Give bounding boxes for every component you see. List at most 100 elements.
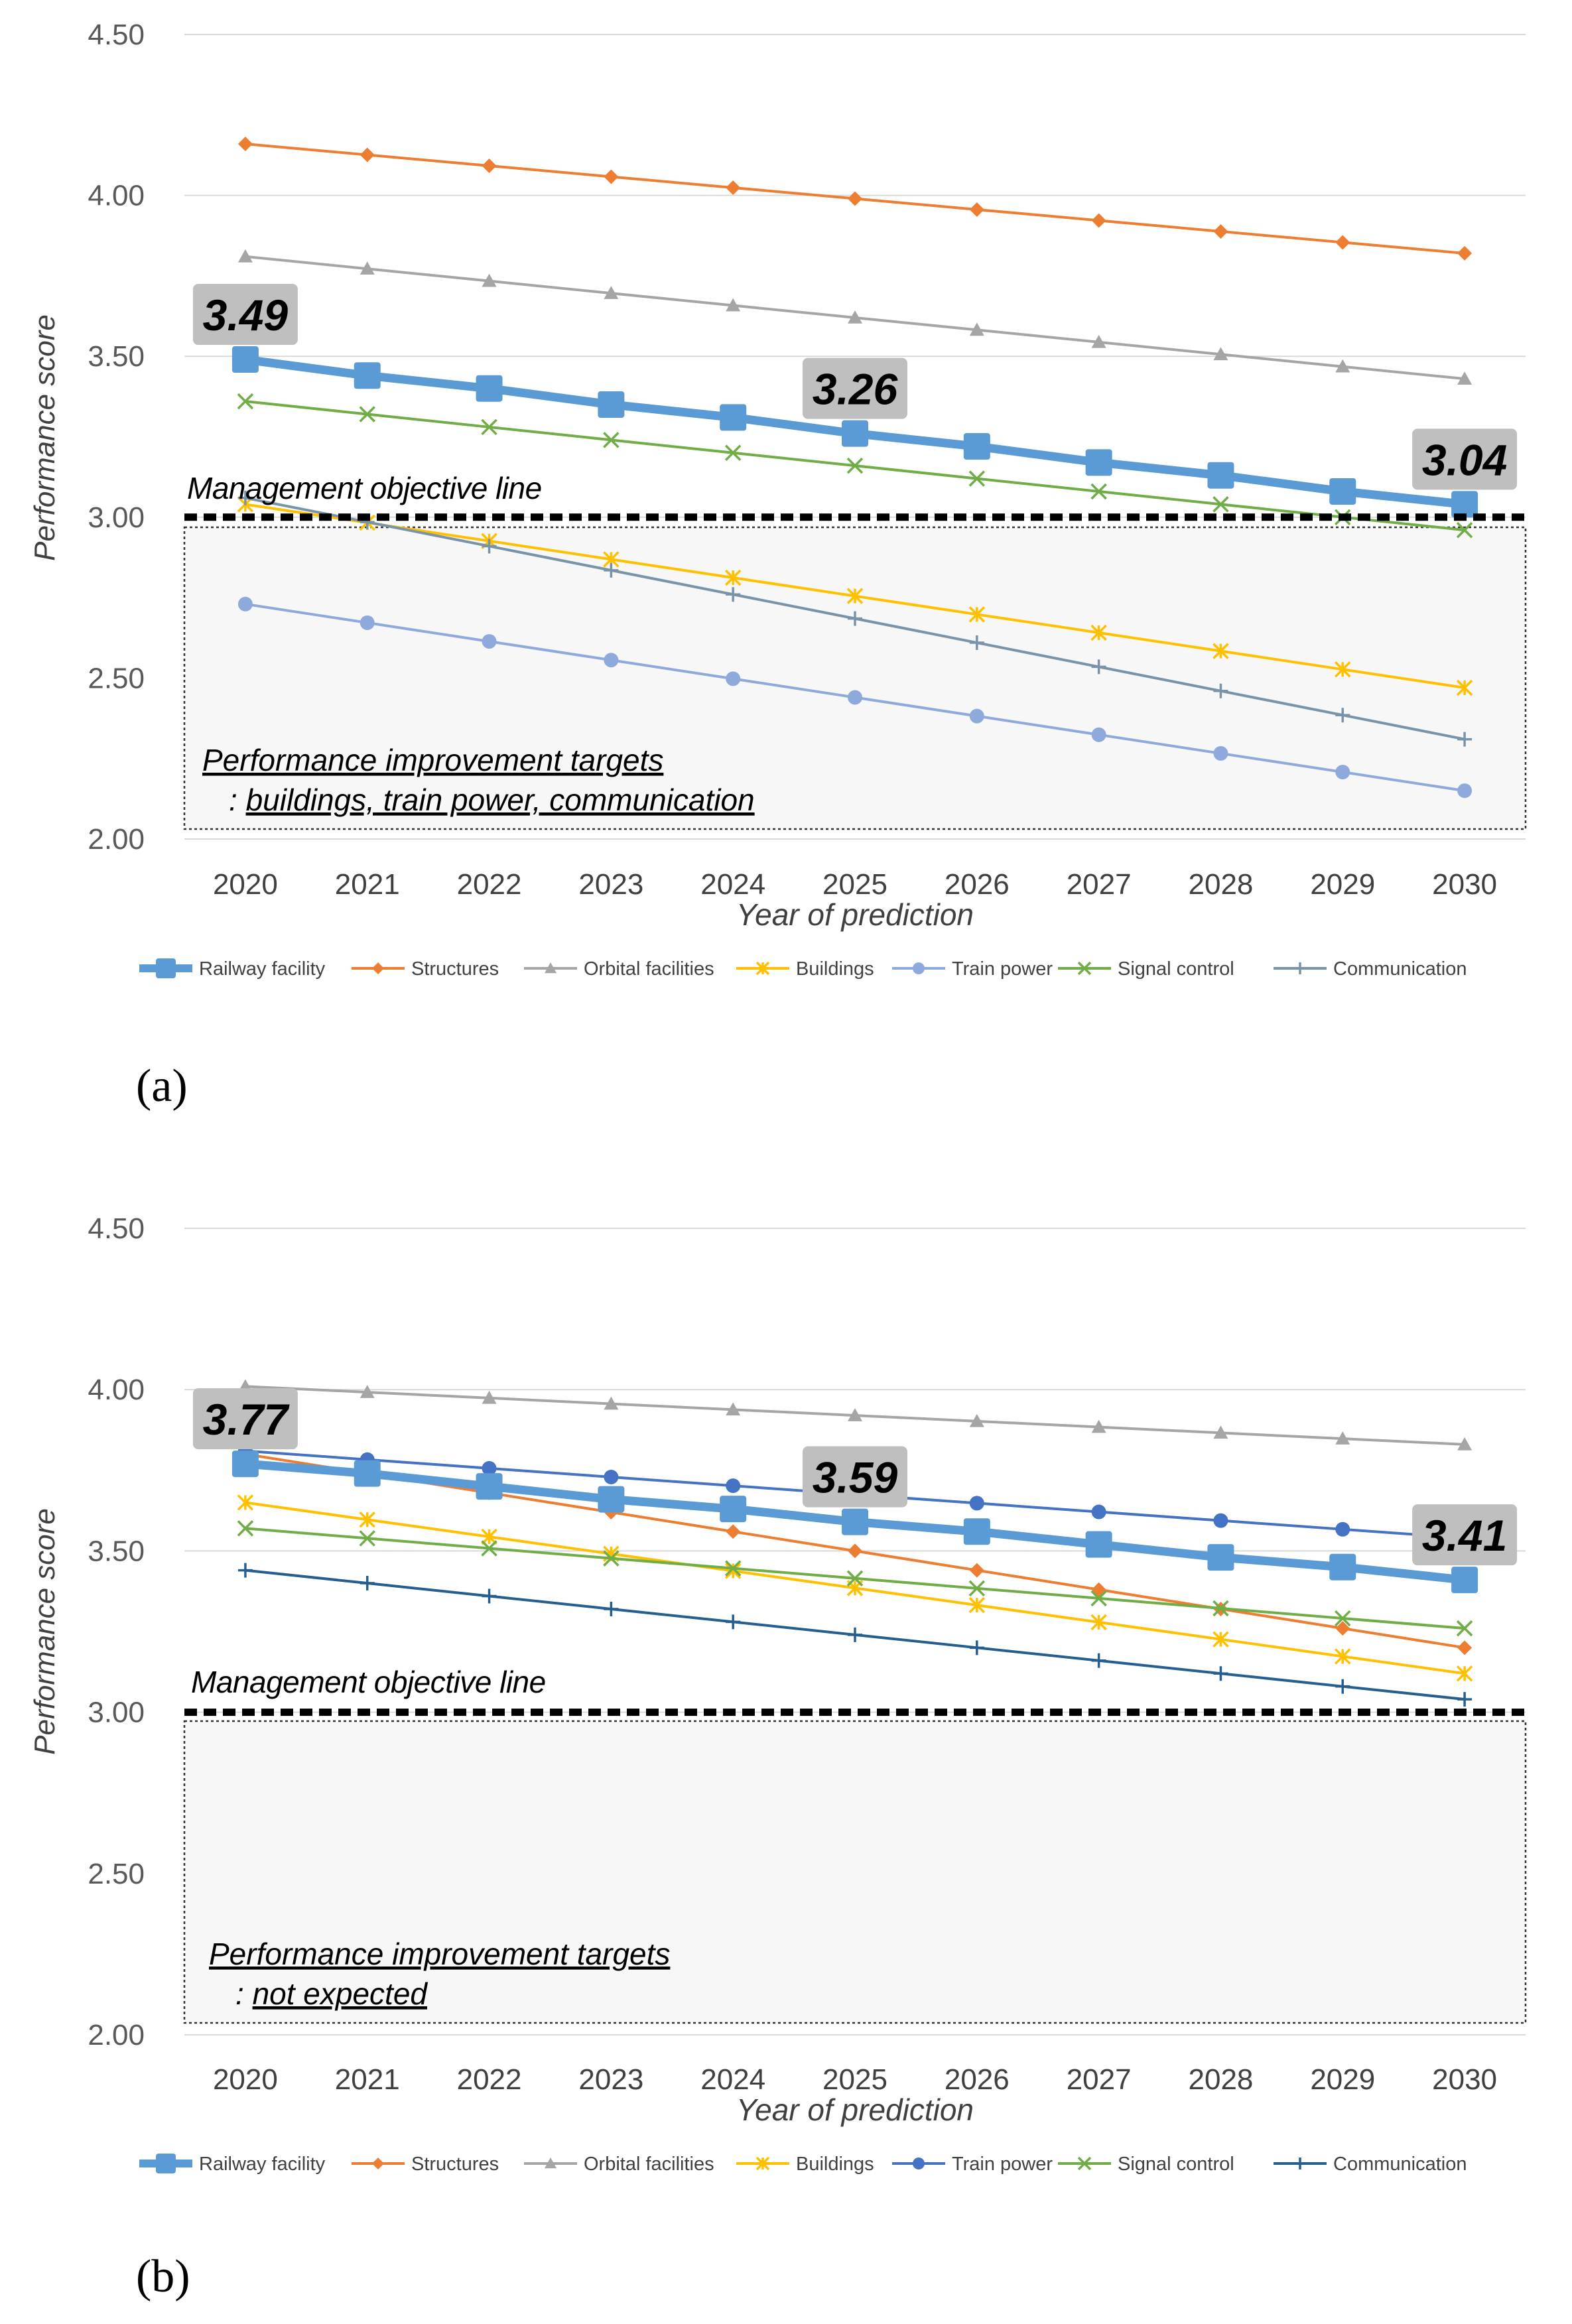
y-tick-label: 4.00 <box>88 180 145 212</box>
legend-swatch-marker <box>913 2158 925 2169</box>
series-railway <box>231 346 1478 518</box>
data-point-buildings <box>1456 679 1473 696</box>
data-point-railway <box>1207 462 1234 489</box>
data-point-communication <box>360 1576 375 1591</box>
legend-item-signal: Signal control <box>1058 2154 1234 2175</box>
series-orbital <box>237 1379 1473 1451</box>
data-point-railway <box>1085 449 1112 476</box>
data-point-structures <box>604 169 619 184</box>
data-point-orbital <box>237 249 253 263</box>
target-detail-prefix: : <box>235 1976 253 2011</box>
data-point-train_power <box>360 615 375 630</box>
callout-box <box>803 1446 907 1508</box>
data-point-train_power <box>1335 1521 1350 1537</box>
data-point-railway <box>842 420 868 447</box>
data-point-buildings <box>968 606 986 623</box>
data-point-train_power <box>482 634 497 649</box>
y-tick-label: 4.50 <box>88 19 145 51</box>
legend-item-structures: Structures <box>352 958 499 980</box>
callout-box <box>1412 1504 1518 1566</box>
legend-swatch-marker <box>545 962 557 974</box>
callout-box <box>192 1388 298 1450</box>
data-point-railway <box>598 1486 625 1513</box>
data-point-signal <box>603 1550 620 1567</box>
series-communication <box>237 490 1473 747</box>
data-point-railway <box>720 404 747 431</box>
data-point-communication <box>1335 708 1350 723</box>
legend-swatch-marker <box>755 2156 770 2171</box>
y-tick-label: 2.00 <box>88 823 145 856</box>
panel-label-b: (b) <box>136 2251 190 2302</box>
x-tick-label: 2020 <box>213 868 278 901</box>
legend-item-communication: Communication <box>1274 958 1467 980</box>
legend-item-buildings: Buildings <box>736 2154 874 2175</box>
target-title: Performance improvement targets <box>202 743 663 777</box>
data-point-signal <box>968 470 986 487</box>
data-point-buildings <box>1335 661 1351 678</box>
data-point-signal <box>1456 1620 1473 1637</box>
data-point-structures <box>1213 224 1228 239</box>
data-point-train_power <box>482 1460 497 1476</box>
data-point-orbital <box>1091 334 1106 348</box>
x-tick-label: 2028 <box>1189 2063 1254 2096</box>
series-train_power <box>237 596 1473 799</box>
data-point-orbital <box>969 1413 984 1427</box>
data-point-communication <box>604 1601 619 1616</box>
legend-label: Train power <box>952 958 1053 980</box>
legend-label: Signal control <box>1118 958 1234 980</box>
data-point-train_power <box>969 708 984 724</box>
panel-label-a: (a) <box>136 1061 188 1112</box>
callout-value: 3.41 <box>1422 1511 1507 1560</box>
legend-label: Communication <box>1333 958 1467 980</box>
data-point-structures <box>969 202 984 217</box>
data-point-railway <box>963 1518 990 1545</box>
data-point-communication <box>1457 1692 1473 1707</box>
data-point-communication <box>1335 1679 1350 1694</box>
chart-b: 2.00 2.50 3.00 3.50 4.00 4.50 2020 2021 2022 2023… <box>29 1212 1527 2175</box>
data-point-signal <box>1212 1600 1229 1617</box>
callout-value: 3.26 <box>813 365 899 414</box>
legend-label: Train power <box>952 2154 1053 2175</box>
data-point-railway <box>1329 1553 1356 1581</box>
target-title: Performance improvement targets <box>209 1937 670 1971</box>
callout-box <box>803 357 907 419</box>
data-point-train_power <box>237 596 253 612</box>
data-point-railway <box>354 362 381 389</box>
data-point-train_power <box>1213 1513 1228 1528</box>
legend-swatch-marker <box>1294 2158 1306 2169</box>
y-tick-label: 3.00 <box>88 501 145 534</box>
data-point-structures <box>1091 213 1106 228</box>
x-tick-label: 2027 <box>1067 2063 1132 2096</box>
data-point-railway <box>231 346 259 373</box>
data-point-signal <box>237 393 254 410</box>
y-tick-label: 2.50 <box>88 1858 145 1890</box>
data-point-orbital <box>1091 1419 1106 1433</box>
y-tick-label: 2.00 <box>88 2019 145 2051</box>
data-point-communication <box>1091 659 1106 675</box>
data-point-communication <box>1213 1666 1228 1681</box>
callout-box <box>1412 428 1518 490</box>
target-detail-text: not expected <box>253 1976 428 2011</box>
data-point-structures <box>848 191 862 206</box>
data-point-orbital <box>360 261 375 275</box>
data-point-structures <box>1335 235 1350 250</box>
data-point-communication <box>726 587 741 602</box>
data-point-orbital <box>1213 1425 1228 1439</box>
data-point-communication <box>1091 1653 1106 1668</box>
data-point-orbital <box>726 298 741 312</box>
legend-swatch-marker <box>156 2154 176 2173</box>
data-point-buildings <box>359 1511 375 1528</box>
x-tick-label: 2026 <box>945 868 1010 901</box>
data-point-train_power <box>1213 745 1228 761</box>
target-detail-text: buildings, train power, communication <box>246 783 755 817</box>
data-point-train_power <box>726 671 741 686</box>
y-tick-label: 4.00 <box>88 1374 145 1406</box>
target-detail: : not expected <box>235 1976 428 2011</box>
data-point-communication <box>848 1627 862 1642</box>
legend-label: Railway facility <box>199 2154 326 2175</box>
legend-swatch-marker <box>372 2158 384 2169</box>
data-point-buildings <box>1090 624 1107 641</box>
series-signal <box>237 393 1473 539</box>
series-railway <box>231 1451 1478 1594</box>
series-structures <box>237 136 1473 261</box>
